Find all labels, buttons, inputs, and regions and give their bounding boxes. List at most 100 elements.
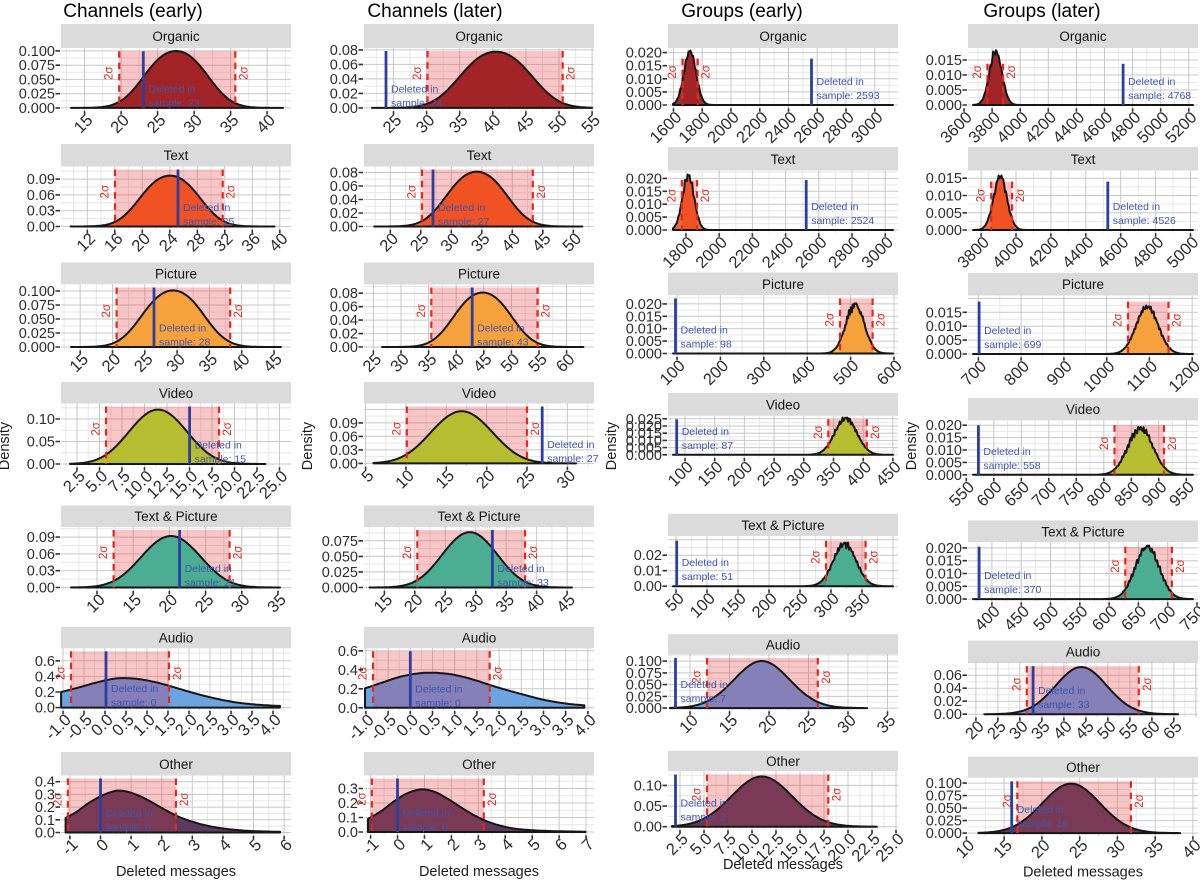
svg-text:0.015: 0.015 — [926, 171, 962, 187]
svg-text:Other: Other — [159, 757, 193, 772]
svg-text:2σ: 2σ — [104, 66, 116, 80]
svg-text:0.075: 0.075 — [19, 58, 55, 74]
svg-text:Text: Text — [164, 148, 189, 163]
svg-text:sample: 51: sample: 51 — [682, 571, 734, 583]
svg-text:sample: 699: sample: 699 — [984, 339, 1041, 351]
svg-text:0.0: 0.0 — [338, 701, 358, 717]
svg-text:0.050: 0.050 — [626, 678, 662, 694]
svg-text:Deleted messages: Deleted messages — [1023, 865, 1143, 881]
svg-text:sample: 370: sample: 370 — [984, 584, 1041, 596]
svg-text:2σ: 2σ — [536, 185, 548, 199]
svg-text:0.010: 0.010 — [926, 319, 962, 335]
svg-text:0.010: 0.010 — [626, 197, 662, 213]
svg-text:0.00: 0.00 — [330, 101, 358, 117]
svg-text:0.000: 0.000 — [926, 347, 962, 363]
svg-text:0.050: 0.050 — [19, 72, 55, 88]
svg-text:2σ: 2σ — [233, 304, 245, 318]
svg-text:0.4: 0.4 — [35, 775, 55, 791]
svg-text:0.025: 0.025 — [322, 565, 358, 581]
svg-text:0.02: 0.02 — [330, 206, 358, 222]
svg-text:0.050: 0.050 — [322, 549, 358, 565]
svg-text:Picture: Picture — [1062, 277, 1104, 292]
svg-text:Deleted in: Deleted in — [477, 323, 524, 335]
svg-text:0.075: 0.075 — [322, 534, 358, 550]
svg-text:sample: 558: sample: 558 — [983, 460, 1040, 472]
svg-text:0.020: 0.020 — [626, 297, 662, 313]
svg-text:Audio: Audio — [1066, 645, 1101, 660]
svg-text:Organic: Organic — [759, 29, 807, 44]
svg-text:0.03: 0.03 — [27, 564, 55, 580]
svg-text:0.025: 0.025 — [19, 326, 55, 342]
svg-text:0.10: 0.10 — [634, 778, 662, 794]
svg-text:sample: 7: sample: 7 — [681, 693, 727, 705]
svg-text:0.015: 0.015 — [926, 305, 962, 321]
svg-text:2σ: 2σ — [238, 66, 250, 80]
svg-text:sample: 23: sample: 23 — [148, 97, 200, 109]
svg-text:2σ: 2σ — [667, 65, 679, 79]
svg-text:0.010: 0.010 — [626, 433, 662, 449]
svg-text:Groups (later): Groups (later) — [983, 1, 1100, 22]
svg-text:sample: 24: sample: 24 — [391, 97, 443, 109]
svg-text:Deleted in: Deleted in — [185, 563, 232, 575]
svg-text:0.2: 0.2 — [35, 800, 55, 816]
svg-text:sample: 25: sample: 25 — [183, 216, 235, 228]
svg-text:0.02: 0.02 — [330, 86, 358, 102]
svg-text:2σ: 2σ — [1006, 65, 1018, 79]
svg-text:sample: 0: sample: 0 — [106, 822, 152, 834]
svg-text:0.06: 0.06 — [330, 179, 358, 195]
svg-text:sample: 2: sample: 2 — [681, 812, 727, 824]
svg-text:Deleted in: Deleted in — [681, 679, 728, 691]
svg-text:0.000: 0.000 — [926, 223, 962, 239]
svg-text:0.075: 0.075 — [19, 298, 55, 314]
svg-text:0.005: 0.005 — [626, 210, 662, 226]
svg-text:sample: 87: sample: 87 — [682, 440, 734, 452]
svg-text:2σ: 2σ — [101, 304, 113, 318]
svg-text:0.015: 0.015 — [626, 426, 662, 442]
svg-text:sample: 0: sample: 0 — [415, 697, 461, 709]
svg-text:Density: Density — [904, 421, 920, 470]
svg-text:2σ: 2σ — [666, 189, 678, 203]
svg-text:0.08: 0.08 — [330, 166, 358, 182]
svg-text:0.1: 0.1 — [338, 811, 358, 827]
svg-text:Deleted in: Deleted in — [681, 325, 728, 337]
svg-text:Deleted in: Deleted in — [682, 426, 729, 438]
svg-text:sample: 27: sample: 27 — [547, 453, 599, 465]
svg-text:0.4: 0.4 — [35, 669, 55, 685]
svg-text:Deleted in: Deleted in — [983, 446, 1030, 458]
svg-text:0.2: 0.2 — [338, 682, 358, 698]
svg-text:2σ: 2σ — [541, 304, 553, 318]
svg-text:0.075: 0.075 — [926, 789, 962, 805]
svg-text:0.000: 0.000 — [926, 468, 962, 484]
svg-text:0.005: 0.005 — [626, 441, 662, 457]
svg-text:0.06: 0.06 — [27, 547, 55, 563]
svg-text:0.00: 0.00 — [330, 340, 358, 356]
svg-text:Text: Text — [771, 152, 796, 167]
svg-text:0.09: 0.09 — [27, 172, 55, 188]
svg-text:0.100: 0.100 — [19, 284, 55, 300]
svg-text:0.03: 0.03 — [27, 204, 55, 220]
svg-text:2σ: 2σ — [1113, 313, 1125, 327]
svg-text:2σ: 2σ — [1142, 677, 1154, 691]
svg-text:0.010: 0.010 — [626, 322, 662, 338]
svg-text:sample: 2524: sample: 2524 — [811, 215, 874, 227]
svg-text:2σ: 2σ — [1099, 436, 1111, 450]
svg-text:0.00: 0.00 — [330, 456, 358, 472]
svg-text:0.025: 0.025 — [926, 814, 962, 830]
svg-text:0.100: 0.100 — [926, 776, 962, 792]
svg-text:Deleted in: Deleted in — [106, 808, 153, 820]
svg-text:Text: Text — [467, 148, 492, 163]
svg-text:0.02: 0.02 — [634, 548, 662, 564]
svg-text:2σ: 2σ — [391, 422, 403, 436]
svg-text:0.005: 0.005 — [926, 579, 962, 595]
svg-text:0.3: 0.3 — [35, 787, 55, 803]
svg-text:0.000: 0.000 — [626, 448, 662, 464]
svg-text:0.03: 0.03 — [330, 443, 358, 459]
svg-text:Video: Video — [766, 397, 800, 412]
svg-text:2σ: 2σ — [356, 792, 368, 806]
svg-text:0.0: 0.0 — [35, 826, 55, 842]
svg-text:sample: 2593: sample: 2593 — [817, 90, 880, 102]
svg-text:Deleted in: Deleted in — [1113, 201, 1160, 213]
svg-text:0.000: 0.000 — [926, 98, 962, 114]
svg-text:Other: Other — [766, 754, 800, 769]
svg-text:Video: Video — [1066, 402, 1100, 417]
